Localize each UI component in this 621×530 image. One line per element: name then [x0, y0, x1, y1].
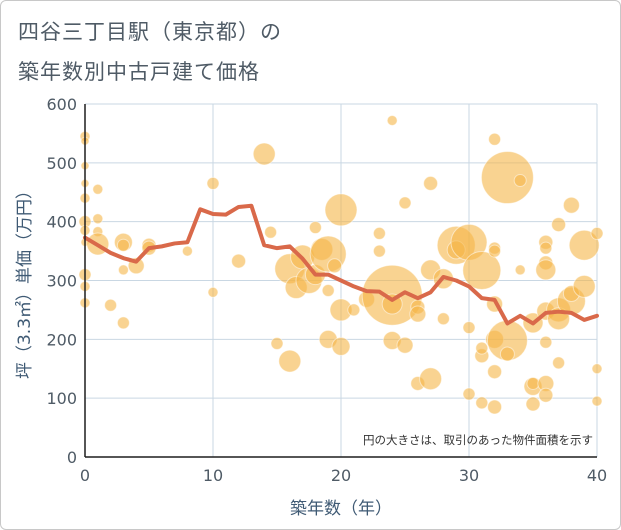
- bubble-point-91: [535, 259, 557, 281]
- bubble-point-78: [487, 399, 503, 415]
- bubble-point-87: [526, 376, 540, 390]
- bubble-point-25: [207, 286, 219, 298]
- bubble-point-18: [117, 264, 129, 276]
- bubble-point-61: [436, 312, 450, 326]
- bubble-point-104: [572, 274, 596, 298]
- bubble-point-106: [591, 363, 603, 375]
- x-tick-label-0: 0: [80, 466, 90, 485]
- bubble-point-24: [206, 176, 220, 190]
- bubble-point-42: [324, 193, 358, 227]
- bubble-point-49: [386, 114, 398, 126]
- bubble-point-15: [104, 298, 118, 312]
- bubble-point-11: [92, 183, 104, 195]
- y-tick-label-500: 500: [46, 154, 77, 173]
- bubble-point-59: [419, 367, 443, 391]
- bubble-point-54: [396, 336, 414, 354]
- bubble-point-99: [552, 356, 566, 370]
- y-tick-label-200: 200: [46, 330, 77, 349]
- bubble-point-70: [475, 341, 489, 355]
- bubble-point-85: [525, 396, 541, 412]
- bubble-point-83: [514, 264, 526, 276]
- bubble-point-48: [372, 244, 386, 258]
- bubble-point-74: [488, 244, 502, 258]
- bubble-point-67: [462, 387, 476, 401]
- bubble-point-44: [331, 336, 351, 356]
- bubble-point-79: [480, 151, 534, 205]
- bubble-point-53: [398, 196, 412, 210]
- x-tick-label-40: 40: [587, 466, 607, 485]
- bubble-point-29: [270, 336, 284, 350]
- bubble-point-71: [475, 396, 489, 410]
- bubble-size-note: 円の大きさは、取引のあった物件面積を示す: [363, 433, 593, 447]
- bubble-point-72: [488, 132, 502, 146]
- bubble-point-89: [539, 241, 553, 255]
- bubble-point-82: [513, 173, 527, 187]
- chart-title-line1: 四谷三丁目駅（東京都）の: [18, 20, 282, 44]
- bubble-point-107: [591, 395, 603, 407]
- average-line-series: [83, 203, 599, 326]
- x-tick-label-10: 10: [203, 466, 223, 485]
- bubble-series: [78, 114, 604, 415]
- x-tick-label-20: 20: [331, 466, 351, 485]
- bubble-point-17: [116, 238, 130, 252]
- bubble-point-103: [568, 229, 600, 261]
- y-axis-label: 坪（3.3㎡）単価（万円）: [15, 182, 35, 379]
- bubble-point-81: [499, 346, 515, 362]
- bubble-point-27: [252, 142, 276, 166]
- bubble-point-12: [92, 213, 104, 225]
- bubble-point-26: [231, 253, 247, 269]
- bubble-point-30: [278, 349, 302, 373]
- bubble-point-19: [116, 316, 130, 330]
- chart-title-line2: 築年数別中古戸建て価格: [18, 60, 260, 84]
- bubble-point-77: [487, 364, 503, 380]
- bubble-point-41: [327, 258, 343, 274]
- bubble-point-68: [462, 250, 502, 290]
- bubble-point-36: [308, 221, 322, 235]
- y-tick-label-600: 600: [46, 95, 77, 114]
- bubble-point-57: [409, 305, 427, 323]
- y-tick-label-400: 400: [46, 213, 77, 232]
- x-tick-label-30: 30: [459, 466, 479, 485]
- bubble-point-23: [181, 245, 193, 257]
- bubble-point-40: [321, 284, 335, 298]
- y-tick-label-0: 0: [67, 448, 77, 467]
- bubble-point-45: [347, 303, 361, 317]
- bubble-point-47: [372, 226, 386, 240]
- bubble-point-96: [551, 217, 567, 233]
- bubble-point-93: [539, 335, 553, 349]
- y-tick-label-100: 100: [46, 389, 77, 408]
- bubble-point-105: [590, 226, 604, 240]
- y-tick-label-300: 300: [46, 272, 77, 291]
- bubble-point-66: [462, 321, 476, 335]
- bubble-point-28: [264, 225, 278, 239]
- bubble-point-95: [538, 387, 554, 403]
- average-price-line: [83, 203, 599, 326]
- bubble-point-100: [562, 196, 580, 214]
- x-axis-label: 築年数（年）: [290, 499, 392, 519]
- bubble-point-58: [423, 175, 439, 191]
